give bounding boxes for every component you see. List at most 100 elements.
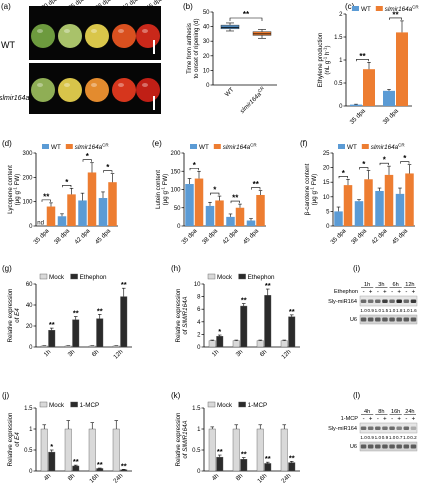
bar (67, 194, 76, 226)
blot-loading-membrane (359, 314, 418, 325)
bar (256, 194, 265, 226)
scale-bar-wt (153, 40, 155, 54)
y-tick-label: 30 (203, 39, 210, 45)
sig-bracket (400, 161, 410, 164)
bar (46, 206, 56, 226)
panel-letter: (g) (2, 264, 12, 273)
y-tick-label: 2 (197, 332, 201, 338)
chart-b: (b) 0 10 20 30 40 50 Time from anthesis to onset… (183, 2, 277, 115)
sig-marker: * (193, 161, 197, 170)
y-tick-label: 20 (203, 54, 210, 60)
y-axis-label: Relative expression (7, 288, 14, 343)
legend-swatch (238, 401, 246, 408)
blot-lane-sign: + (397, 290, 401, 296)
x-tick-label: slmir164aCR (238, 85, 268, 115)
bar (240, 459, 248, 472)
y-axis-label-mid: h (324, 51, 331, 57)
legend-text: Mock (49, 274, 65, 281)
bar (64, 428, 72, 472)
x-tick-label: 3h (67, 348, 77, 358)
legend-swatch (375, 6, 383, 11)
stage-label: 35 dpa (68, 0, 87, 12)
sig-marker: ** (243, 10, 250, 19)
fruit-highlight (118, 29, 124, 33)
sig-marker: ** (121, 280, 127, 289)
blot-band (403, 299, 410, 303)
x-tick-label: 12h (112, 348, 125, 361)
y-axis-label-2: of SlMIR164A (182, 296, 189, 334)
stage-label: 42 dpa (122, 0, 141, 12)
legend-text: slmir164a (385, 6, 413, 13)
y-tick-label: 1.5 (192, 406, 201, 412)
blot-band (396, 299, 402, 303)
bar (208, 428, 216, 472)
blot-lane-sign: + (383, 417, 387, 423)
y-axis-label-2-text: (μg g (311, 191, 318, 206)
blot-loading-band (375, 444, 381, 449)
y-axis-label-mid: FW) (162, 174, 169, 187)
x-tick-label: 6h (259, 348, 269, 358)
blot-lane-sign: - (391, 290, 393, 296)
legend-text: Mock (217, 274, 233, 281)
tomato-fruit-mir (58, 78, 82, 102)
sig-marker: ** (97, 460, 103, 469)
sig-marker: ** (289, 307, 295, 316)
bar (334, 211, 343, 226)
y-axis-label-2: (μg g-1 FW) (310, 174, 319, 206)
y-tick-label: 0 (29, 345, 33, 351)
blot-band (389, 299, 395, 303)
bar (264, 295, 272, 348)
legend-text: 1-MCP (80, 402, 100, 409)
y-axis-label-sup: -1 (323, 47, 328, 51)
blot-time-label: 16h (391, 409, 400, 415)
stage-label: 30 dpa (41, 0, 60, 12)
blot-lane-sign: + (383, 290, 387, 296)
panel-letter: (k) (171, 391, 181, 400)
sig-bracket (41, 199, 51, 202)
bar (256, 340, 264, 348)
y-axis-label-gene: SlMIR164A (182, 296, 189, 327)
blot-membrane (359, 422, 418, 434)
blot-lane-sign: - (391, 417, 393, 423)
y-tick-label: 5 (326, 209, 330, 215)
x-tick-label: 35 dpa (349, 107, 368, 126)
x-tick-label: 4h (211, 472, 221, 482)
legend-label: Ethephon (248, 274, 275, 281)
blot-time-label: 8h (378, 409, 384, 415)
y-axis-label-2: of E4 (14, 308, 21, 323)
blot-lane-sign: - (377, 290, 379, 296)
y-tick-label: 0 (197, 345, 201, 351)
y-tick-label: 15 (323, 180, 330, 186)
fruit-highlight (64, 83, 70, 87)
blot-quant-value: 1.5 (382, 308, 389, 313)
legend-text: Ethephon (80, 274, 107, 281)
bar (87, 172, 97, 226)
panel-letter: (d) (2, 139, 12, 148)
legend-text: WT (51, 144, 61, 151)
legend-label: WT (199, 144, 209, 151)
legend-sup: CR (102, 143, 109, 148)
bar (343, 185, 353, 226)
stage-label: 38 dpa (95, 0, 114, 12)
legend-sup: CR (412, 5, 419, 10)
sig-bracket (62, 184, 72, 188)
y-tick-label: 10 (323, 195, 330, 201)
y-axis-label: Ethylene production (317, 32, 324, 87)
panel-letter: (h) (171, 264, 181, 273)
sig-marker: * (403, 154, 407, 163)
y-axis-label: Time from anthesis (187, 23, 193, 74)
sig-bracket (103, 170, 113, 173)
tomato-fruit-wt (58, 24, 82, 48)
bar (384, 174, 394, 226)
y-axis-label-sup: -1 (161, 187, 166, 191)
blot-quant-value: 1.0 (375, 308, 382, 313)
fruit-highlight (37, 29, 43, 33)
blot-quant-value: 1.6 (410, 308, 417, 313)
bar (208, 340, 216, 348)
chart-j: (j) 0 0.5 1 1.5 Relative expression of E4 4h * 8h… (2, 391, 132, 485)
chart-h: (h) 0 2 4 6 8 10 Relative expression of SlMIR164… (171, 264, 300, 361)
sig-marker: * (65, 178, 69, 187)
sig-marker: ** (241, 450, 247, 459)
bar (350, 104, 362, 106)
y-tick-label: 0 (177, 224, 181, 230)
